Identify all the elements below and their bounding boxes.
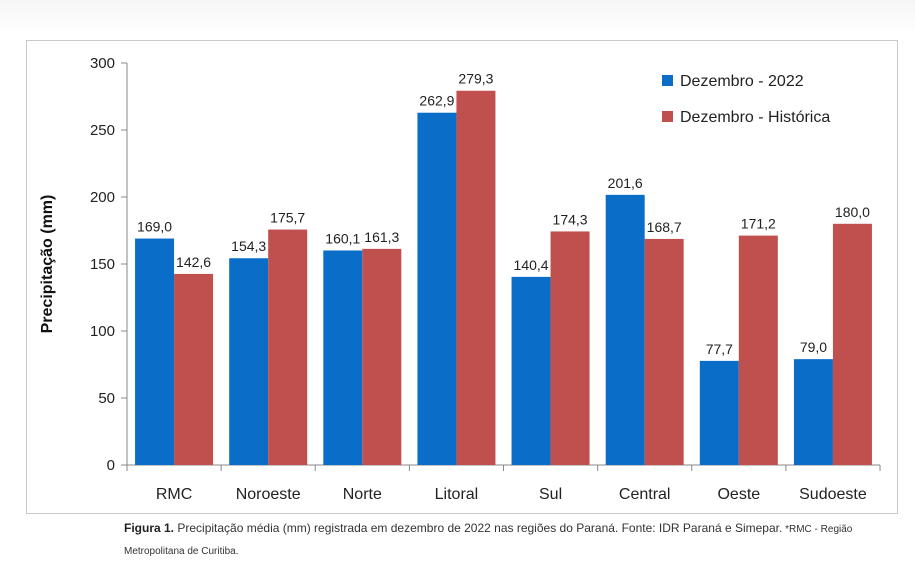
x-category-label: Oeste — [717, 486, 760, 503]
bar-dez2022 — [699, 360, 739, 465]
bar-value-label: 140,4 — [514, 257, 549, 273]
y-tick-label: 100 — [90, 323, 115, 340]
x-category-label: Central — [619, 486, 671, 503]
bar-historica — [550, 231, 590, 465]
bar-value-label: 79,0 — [800, 339, 827, 355]
bar-value-label: 262,9 — [419, 93, 454, 109]
bar-dez2022 — [605, 194, 645, 465]
x-category-label: Noroeste — [236, 486, 301, 503]
bar-value-label: 279,3 — [458, 71, 493, 87]
bar-dez2022 — [323, 250, 363, 465]
bar-historica — [644, 238, 684, 465]
x-category-label: Sudoeste — [799, 486, 867, 503]
top-background — [0, 0, 915, 34]
y-tick-label: 200 — [90, 189, 115, 206]
x-category-label: Norte — [343, 486, 382, 503]
bar-historica — [456, 90, 496, 465]
figure-caption: Figura 1. Precipitação média (mm) regist… — [124, 518, 884, 562]
bar-value-label: 201,6 — [608, 175, 643, 191]
bar-value-label: 174,3 — [553, 211, 588, 227]
y-tick-label: 300 — [90, 55, 115, 72]
bar-historica — [738, 235, 778, 465]
bar-historica — [268, 229, 308, 465]
bar-dez2022 — [511, 276, 551, 465]
x-category-label: Sul — [539, 486, 562, 503]
bar-dez2022 — [793, 359, 833, 465]
legend-label: Dezembro - 2022 — [680, 73, 804, 90]
bar-dez2022 — [229, 258, 269, 465]
legend-swatch — [662, 75, 673, 86]
x-category-label: RMC — [156, 486, 192, 503]
y-tick-label: 150 — [90, 256, 115, 273]
bar-value-label: 160,1 — [325, 230, 360, 246]
caption-figure-label: Figura 1. — [124, 521, 175, 535]
bar-value-label: 142,6 — [176, 254, 211, 270]
legend-swatch — [662, 111, 673, 122]
y-tick-label: 50 — [98, 390, 115, 407]
y-axis-label: Precipitação (mm) — [39, 195, 56, 334]
bar-dez2022 — [417, 112, 457, 466]
caption-text: Precipitação média (mm) registrada em de… — [174, 521, 783, 535]
bar-value-label: 180,0 — [835, 204, 870, 220]
y-tick-label: 0 — [107, 457, 115, 474]
bar-historica — [174, 273, 214, 465]
bar-historica — [362, 248, 402, 465]
x-category-label: Litoral — [435, 486, 479, 503]
bar-value-label: 168,7 — [647, 219, 682, 235]
bar-value-label: 169,0 — [137, 219, 172, 235]
bar-value-label: 175,7 — [270, 210, 305, 226]
bar-value-label: 161,3 — [364, 229, 399, 245]
bar-value-label: 77,7 — [706, 341, 733, 357]
bar-historica — [832, 223, 872, 465]
bar-value-label: 171,2 — [741, 216, 776, 232]
precipitation-bar-chart: 0 50 100 150 200 250 300 RMC Noroeste Norte Litora… — [39, 55, 881, 503]
caption-note: *RMC - Região Metropolitana de Curitiba. — [124, 524, 853, 557]
bar-dez2022 — [135, 238, 175, 465]
bar-value-label: 154,3 — [231, 238, 266, 254]
legend-label: Dezembro - Histórica — [680, 109, 830, 126]
y-tick-label: 250 — [90, 122, 115, 139]
